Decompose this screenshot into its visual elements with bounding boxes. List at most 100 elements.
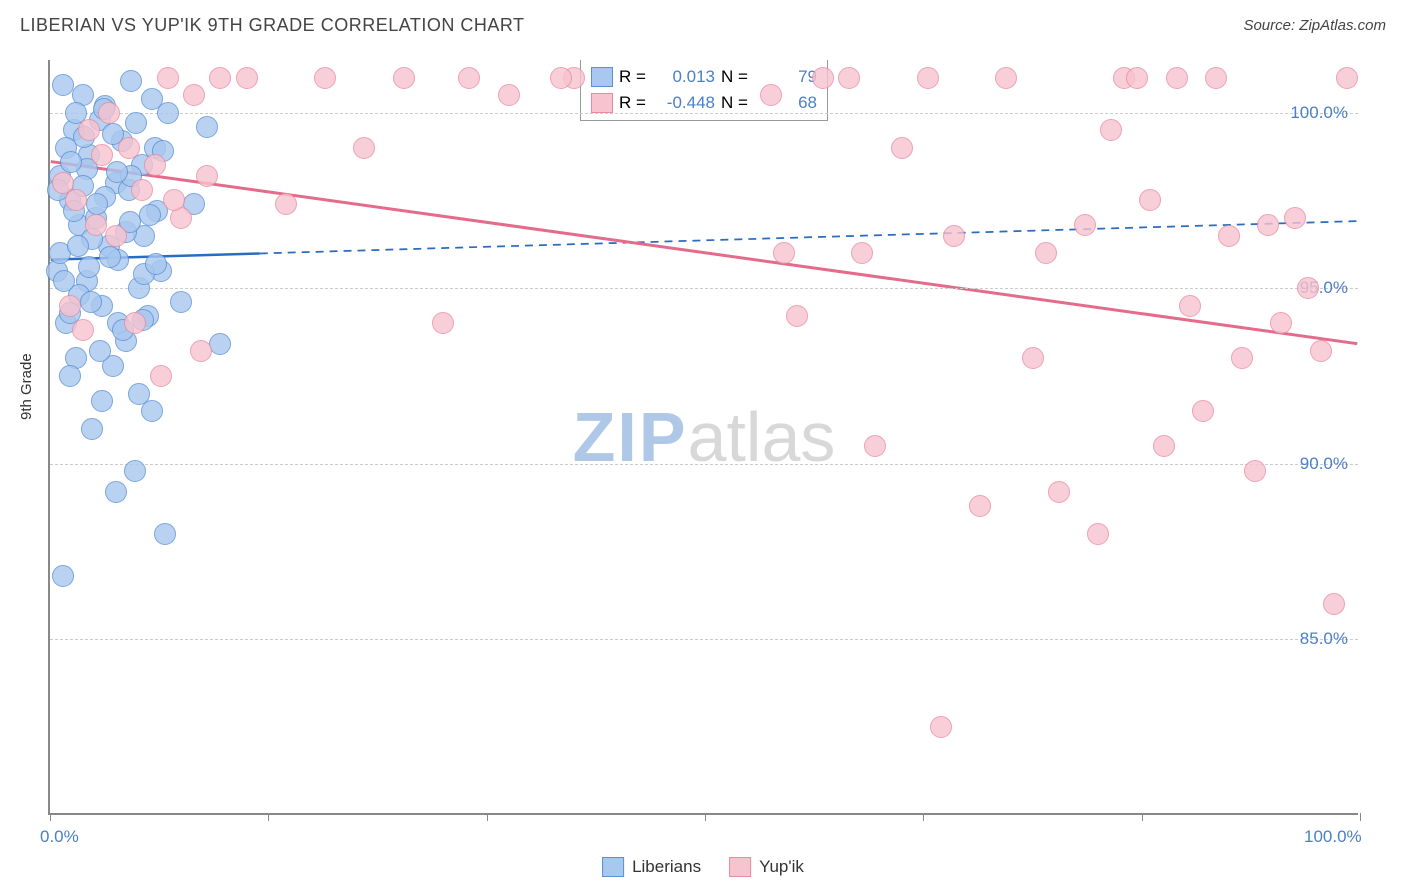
scatter-point-liberians [60, 151, 82, 173]
scatter-point-yupik [1205, 67, 1227, 89]
scatter-point-liberians [139, 204, 161, 226]
scatter-point-yupik [943, 225, 965, 247]
scatter-point-yupik [1257, 214, 1279, 236]
scatter-point-liberians [99, 246, 121, 268]
scatter-point-yupik [144, 154, 166, 176]
scatter-point-yupik [1297, 277, 1319, 299]
legend-label-liberians: Liberians [632, 857, 701, 877]
n-label: N = [721, 67, 753, 87]
scatter-point-yupik [969, 495, 991, 517]
scatter-point-liberians [91, 390, 113, 412]
scatter-point-liberians [120, 70, 142, 92]
r-label: R = [619, 67, 651, 87]
scatter-point-yupik [1218, 225, 1240, 247]
n-label: N = [721, 93, 753, 113]
scatter-point-liberians [67, 235, 89, 257]
legend-item-yupik: Yup'ik [729, 857, 804, 877]
legend-item-liberians: Liberians [602, 857, 701, 877]
scatter-point-yupik [275, 193, 297, 215]
r-value-yupik: -0.448 [657, 93, 715, 113]
scatter-point-yupik [124, 312, 146, 334]
scatter-point-yupik [196, 165, 218, 187]
scatter-point-liberians [52, 74, 74, 96]
scatter-point-yupik [118, 137, 140, 159]
scatter-point-liberians [209, 333, 231, 355]
swatch-yupik [729, 857, 751, 877]
scatter-point-liberians [53, 270, 75, 292]
scatter-point-liberians [59, 365, 81, 387]
scatter-point-yupik [98, 102, 120, 124]
scatter-point-liberians [128, 383, 150, 405]
scatter-point-liberians [124, 460, 146, 482]
scatter-point-yupik [163, 189, 185, 211]
scatter-point-liberians [105, 481, 127, 503]
scatter-point-yupik [236, 67, 258, 89]
scatter-point-yupik [498, 84, 520, 106]
scatter-point-liberians [125, 112, 147, 134]
swatch-liberians [602, 857, 624, 877]
scatter-point-yupik [851, 242, 873, 264]
scatter-point-yupik [1074, 214, 1096, 236]
scatter-point-liberians [170, 291, 192, 313]
gridline [50, 288, 1358, 289]
scatter-point-yupik [393, 67, 415, 89]
scatter-point-yupik [150, 365, 172, 387]
scatter-point-yupik [864, 435, 886, 457]
scatter-point-liberians [154, 523, 176, 545]
scatter-point-liberians [145, 253, 167, 275]
x-tick-label: 0.0% [40, 827, 79, 847]
scatter-point-yupik [550, 67, 572, 89]
chart-source: Source: ZipAtlas.com [1243, 17, 1386, 34]
scatter-point-yupik [85, 214, 107, 236]
trendline-liberians-dashed [260, 221, 1357, 253]
scatter-point-yupik [1336, 67, 1358, 89]
scatter-point-liberians [52, 565, 74, 587]
r-label: R = [619, 93, 651, 113]
scatter-point-liberians [78, 256, 100, 278]
x-tick-label: 100.0% [1304, 827, 1362, 847]
x-tick [1142, 813, 1143, 821]
scatter-point-yupik [812, 67, 834, 89]
scatter-point-liberians [106, 161, 128, 183]
swatch-liberians [591, 67, 613, 87]
scatter-point-yupik [105, 225, 127, 247]
y-axis-label: 9th Grade [18, 353, 35, 420]
scatter-point-yupik [1270, 312, 1292, 334]
scatter-point-yupik [930, 716, 952, 738]
scatter-point-yupik [157, 67, 179, 89]
scatter-point-yupik [59, 295, 81, 317]
gridline [50, 464, 1358, 465]
scatter-point-yupik [1126, 67, 1148, 89]
scatter-point-yupik [72, 319, 94, 341]
x-tick [487, 813, 488, 821]
scatter-point-yupik [1087, 523, 1109, 545]
stats-row-liberians: R = 0.013 N = 79 [591, 64, 817, 90]
scatter-point-liberians [86, 193, 108, 215]
x-tick [1360, 813, 1361, 821]
scatter-point-yupik [1048, 481, 1070, 503]
series-legend: Liberians Yup'ik [602, 857, 804, 877]
scatter-point-liberians [89, 340, 111, 362]
scatter-point-liberians [141, 400, 163, 422]
scatter-point-yupik [1166, 67, 1188, 89]
scatter-point-liberians [81, 418, 103, 440]
scatter-point-yupik [353, 137, 375, 159]
gridline [50, 639, 1358, 640]
scatter-point-yupik [314, 67, 336, 89]
scatter-point-yupik [773, 242, 795, 264]
legend-label-yupik: Yup'ik [759, 857, 804, 877]
x-tick [268, 813, 269, 821]
scatter-point-yupik [1310, 340, 1332, 362]
scatter-plot-area: ZIPatlas R = 0.013 N = 79 R = -0.448 N =… [48, 60, 1358, 815]
y-tick-label: 100.0% [1290, 103, 1348, 123]
scatter-point-yupik [1035, 242, 1057, 264]
scatter-point-yupik [131, 179, 153, 201]
scatter-point-yupik [458, 67, 480, 89]
scatter-point-liberians [80, 291, 102, 313]
x-tick [923, 813, 924, 821]
trendline-yupik [51, 162, 1358, 344]
scatter-point-yupik [1153, 435, 1175, 457]
scatter-point-yupik [78, 119, 100, 141]
r-value-liberians: 0.013 [657, 67, 715, 87]
chart-title: LIBERIAN VS YUP'IK 9TH GRADE CORRELATION… [20, 15, 525, 36]
